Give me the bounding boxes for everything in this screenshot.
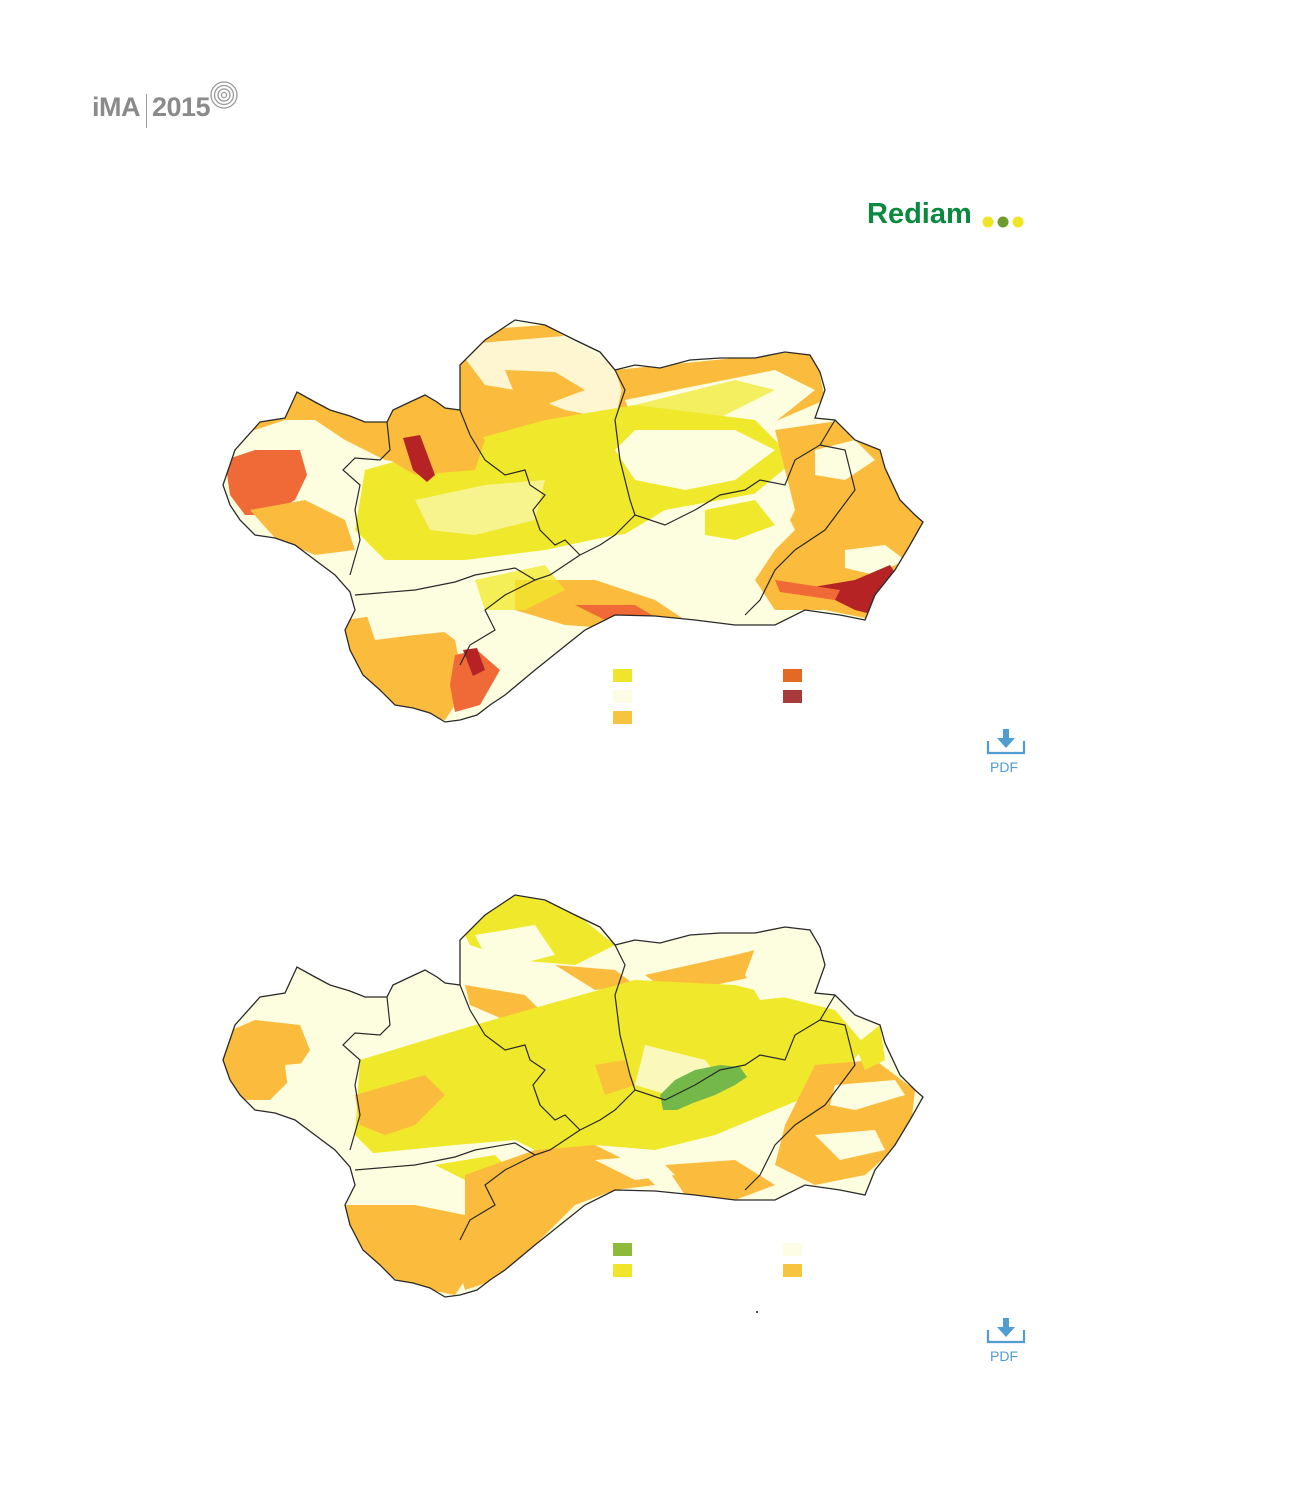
rediam-dots-icon: [982, 216, 1024, 228]
stray-dot: [756, 1311, 758, 1313]
download-icon: [986, 729, 1026, 755]
ima-logo-text: iMA: [92, 92, 141, 122]
logo-divider: [146, 94, 147, 128]
pdf-download-button-bottom[interactable]: PDF: [984, 1318, 1028, 1370]
concentric-rings-icon: [210, 81, 238, 109]
legend-swatch-light-orange: [613, 711, 632, 724]
legend-swatch-cream: [783, 1243, 802, 1256]
legend-swatch-cream: [613, 690, 632, 703]
legend-swatch-orange: [783, 669, 802, 682]
pdf-label: PDF: [990, 759, 1018, 775]
legend-swatch-yellow: [613, 1264, 632, 1277]
ima-2015-logo: iMA 2015: [92, 80, 252, 130]
pdf-download-button-top[interactable]: PDF: [984, 729, 1028, 781]
andalusia-map-top: [222, 319, 924, 723]
legend-swatch-dark-red: [783, 690, 802, 703]
legend-swatch-light-orange: [783, 1264, 802, 1277]
download-icon: [986, 1318, 1026, 1344]
pdf-label: PDF: [990, 1348, 1018, 1364]
rediam-logo-text: Rediam: [867, 198, 972, 230]
legend-swatch-yellow: [613, 669, 632, 682]
legend-swatch-green: [613, 1243, 632, 1256]
ima-logo-year: 2015: [152, 92, 211, 122]
andalusia-map-bottom: [222, 894, 924, 1298]
rediam-logo: Rediam: [867, 198, 1024, 238]
